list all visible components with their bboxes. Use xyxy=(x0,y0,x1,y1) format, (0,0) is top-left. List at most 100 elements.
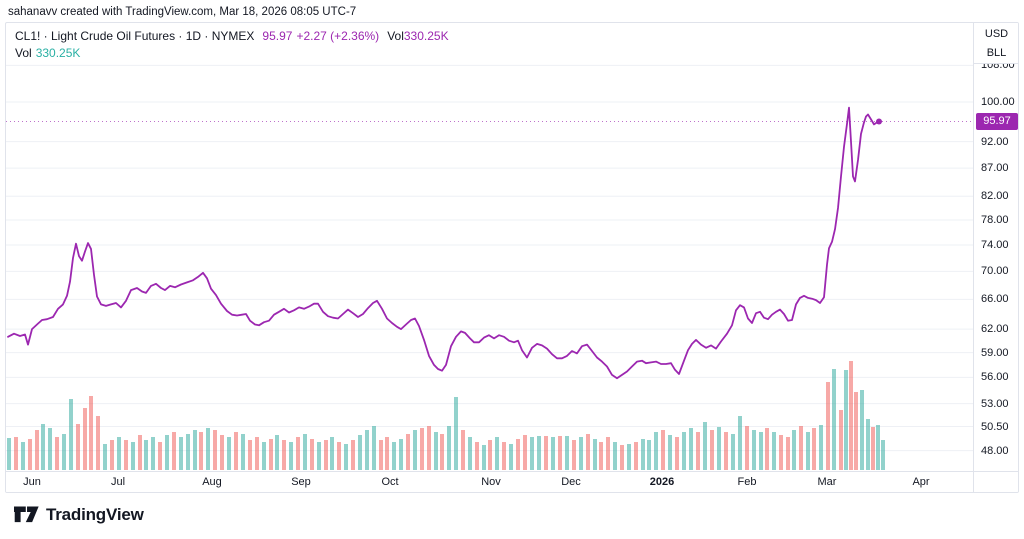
volume-bar xyxy=(83,408,87,470)
volume-bar xyxy=(696,432,700,470)
volume-bar xyxy=(7,438,11,470)
volume-bar xyxy=(151,437,155,470)
price-label: 66.00 xyxy=(981,293,1009,305)
volume-bar xyxy=(310,439,314,470)
price-axis[interactable]: USD BLL 108.00 100.00 92.00 87.00 82.00 78.00… xyxy=(973,23,1018,471)
month-label-aug[interactable]: Aug xyxy=(202,476,222,488)
month-label-jun[interactable]: Jun xyxy=(23,476,41,488)
volume-bar xyxy=(317,442,321,470)
volume-bar xyxy=(234,432,238,470)
volume-bar xyxy=(461,430,465,470)
volume-bar xyxy=(413,430,417,470)
time-axis-divider xyxy=(973,472,974,492)
month-label-apr[interactable]: Apr xyxy=(912,476,930,488)
vol-indicator-label[interactable]: Vol xyxy=(15,46,32,60)
volume-bar xyxy=(427,426,431,470)
unit-usd-label[interactable]: USD xyxy=(984,28,1009,40)
price-label: 100.00 xyxy=(981,96,1015,108)
price-label: 56.00 xyxy=(981,371,1009,383)
volume-bar xyxy=(593,439,597,470)
last-price-dot xyxy=(876,118,882,125)
volume-bar xyxy=(296,437,300,470)
volume-bar xyxy=(558,436,562,470)
tradingview-logo[interactable]: TradingView xyxy=(14,504,144,525)
volume-bar xyxy=(206,428,210,470)
time-axis[interactable]: Jun Jul Aug Sep Oct Nov Dec 2026 Feb Mar Apr xyxy=(6,471,1018,492)
volume-bar xyxy=(28,439,32,470)
month-label-feb[interactable]: Feb xyxy=(737,476,757,488)
month-label-dec[interactable]: Dec xyxy=(561,476,581,488)
volume-bar xyxy=(172,432,176,470)
volume-bar xyxy=(579,437,583,470)
volume-bar xyxy=(199,432,203,470)
volume-bar xyxy=(21,442,25,470)
volume-bar xyxy=(69,399,73,470)
volume-bar xyxy=(193,430,197,470)
volume-bar xyxy=(434,432,438,470)
volume-bar xyxy=(337,442,341,470)
price-chart-canvas[interactable] xyxy=(6,23,973,471)
volume-bar xyxy=(854,392,858,470)
volume-bar xyxy=(745,426,749,470)
volume-bar xyxy=(826,382,830,470)
volume-bar xyxy=(772,432,776,470)
volume-bar xyxy=(48,428,52,470)
volume-bar xyxy=(819,425,823,470)
month-label-jul[interactable]: Jul xyxy=(110,476,126,488)
vol-indicator-value: 330.25K xyxy=(35,46,81,60)
volume-bar xyxy=(537,436,541,470)
volume-bar xyxy=(551,437,555,470)
volume-bar xyxy=(530,437,534,470)
volume-bar xyxy=(881,440,885,470)
price-label: 87.00 xyxy=(981,162,1009,174)
last-price-badge: 95.97 xyxy=(976,113,1018,130)
volume-bar xyxy=(752,430,756,470)
price-label: 70.00 xyxy=(981,265,1009,277)
month-label-2026[interactable]: 2026 xyxy=(649,476,675,488)
volume-bar xyxy=(806,432,810,470)
volume-bar xyxy=(131,442,135,470)
volume-bar xyxy=(523,435,527,470)
volume-bar xyxy=(759,432,763,470)
volume-bar xyxy=(89,396,93,470)
volume-bar xyxy=(420,428,424,470)
volume-bar xyxy=(41,424,45,470)
volume-bar xyxy=(468,437,472,470)
volume-bar xyxy=(586,434,590,470)
volume-bar xyxy=(262,442,266,470)
volume-bar xyxy=(860,390,864,470)
volume-bar xyxy=(606,437,610,470)
unit-bll-label[interactable]: BLL xyxy=(986,47,1007,59)
month-label-sep[interactable]: Sep xyxy=(291,476,311,488)
volume-bar xyxy=(613,442,617,470)
price-label: 53.00 xyxy=(981,398,1009,410)
volume-bar xyxy=(447,426,451,470)
volume-bar xyxy=(282,440,286,470)
price-label: 62.00 xyxy=(981,323,1009,335)
volume-bar xyxy=(738,416,742,470)
volume-bar xyxy=(55,437,59,470)
price-label: 92.00 xyxy=(981,136,1009,148)
month-label-oct[interactable]: Oct xyxy=(381,476,399,488)
volume-bar xyxy=(799,426,803,470)
volume-bar xyxy=(812,428,816,470)
symbol-title[interactable]: CL1! · Light Crude Oil Futures · 1D · NY… xyxy=(15,29,255,43)
volume-bar xyxy=(710,430,714,470)
volume-bar xyxy=(158,442,162,470)
tradingview-logo-icon xyxy=(14,506,39,523)
volume-bar xyxy=(544,436,548,470)
volume-bar xyxy=(488,440,492,470)
legend-row-symbol: CL1! · Light Crude Oil Futures · 1D · NY… xyxy=(15,28,449,45)
chart-legend: CL1! · Light Crude Oil Futures · 1D · NY… xyxy=(15,28,449,62)
volume-bar xyxy=(786,437,790,470)
volume-bar xyxy=(627,444,631,470)
volume-bar xyxy=(703,422,707,470)
price-line xyxy=(7,106,880,380)
month-label-mar[interactable]: Mar xyxy=(817,476,837,488)
price-label: 74.00 xyxy=(981,239,1009,251)
volume-bar xyxy=(241,434,245,470)
month-label-nov[interactable]: Nov xyxy=(481,476,501,488)
price-change-value: +2.27 (+2.36%) xyxy=(296,29,380,43)
volume-bar xyxy=(620,445,624,470)
volume-bar xyxy=(35,430,39,470)
